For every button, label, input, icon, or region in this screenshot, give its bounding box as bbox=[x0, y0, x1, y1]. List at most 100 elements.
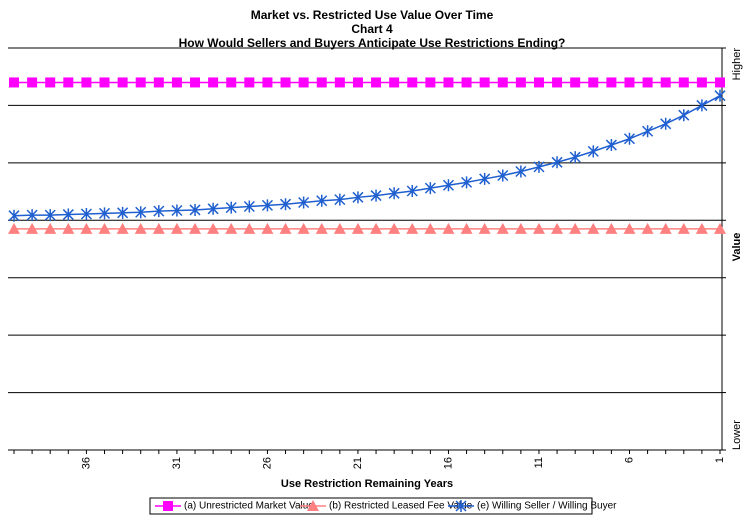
data-point bbox=[660, 117, 672, 130]
chart-title: Market vs. Restricted Use Value Over Tim… bbox=[251, 8, 494, 22]
legend-box bbox=[149, 497, 593, 515]
data-point bbox=[134, 222, 147, 234]
data-point bbox=[135, 206, 147, 219]
data-point bbox=[696, 99, 708, 112]
data-point bbox=[388, 222, 401, 234]
data-point bbox=[189, 222, 202, 234]
data-point bbox=[62, 222, 75, 234]
data-point bbox=[587, 145, 599, 158]
data-point bbox=[551, 156, 563, 169]
data-point bbox=[442, 222, 455, 234]
data-point bbox=[442, 179, 454, 192]
data-point bbox=[190, 77, 201, 88]
x-tick-label: 11 bbox=[533, 457, 545, 468]
x-tick-label: 1 bbox=[714, 457, 726, 463]
data-point bbox=[261, 222, 274, 234]
data-point bbox=[170, 222, 183, 234]
data-point bbox=[8, 209, 20, 222]
data-point bbox=[297, 222, 310, 234]
data-point bbox=[641, 222, 654, 234]
data-point bbox=[316, 77, 327, 88]
x-tick-label: 36 bbox=[80, 457, 92, 469]
data-point bbox=[117, 77, 128, 88]
data-point bbox=[569, 151, 581, 164]
data-point bbox=[261, 199, 273, 212]
data-point bbox=[316, 194, 328, 207]
chart-subtitle: Chart 4 bbox=[351, 22, 393, 36]
data-point bbox=[98, 222, 111, 234]
data-point bbox=[153, 205, 165, 218]
data-point bbox=[351, 222, 364, 234]
data-point bbox=[298, 77, 309, 88]
data-point bbox=[642, 125, 654, 138]
x-tick-label: 26 bbox=[261, 457, 273, 469]
data-point bbox=[243, 200, 255, 213]
y-tick-label: Higher bbox=[731, 48, 743, 81]
data-point bbox=[298, 196, 310, 209]
data-point bbox=[62, 208, 74, 221]
data-point bbox=[279, 222, 292, 234]
y-tick-label: Lower bbox=[731, 420, 743, 450]
data-point bbox=[587, 222, 600, 234]
data-point bbox=[479, 77, 490, 88]
data-point bbox=[497, 77, 508, 88]
data-point bbox=[532, 222, 545, 234]
data-point bbox=[117, 206, 129, 219]
legend-marker bbox=[307, 500, 319, 511]
data-point bbox=[207, 222, 220, 234]
data-point bbox=[605, 139, 617, 152]
data-point bbox=[605, 222, 618, 234]
x-tick-label: 31 bbox=[171, 457, 183, 469]
data-point bbox=[153, 77, 164, 88]
legend-marker bbox=[455, 500, 467, 512]
data-point bbox=[26, 222, 39, 234]
data-point bbox=[243, 222, 256, 234]
data-point bbox=[677, 222, 690, 234]
data-point bbox=[624, 77, 635, 88]
data-point bbox=[478, 222, 491, 234]
series-line bbox=[13, 95, 721, 217]
x-tick-label: 16 bbox=[442, 457, 454, 469]
data-point bbox=[406, 222, 419, 234]
data-point bbox=[696, 77, 707, 88]
data-point bbox=[497, 169, 509, 182]
data-point bbox=[26, 209, 38, 222]
chart-subtitle: How Would Sellers and Buyers Anticipate … bbox=[179, 36, 566, 50]
data-point bbox=[551, 222, 564, 234]
data-point bbox=[642, 77, 653, 88]
data-point bbox=[334, 77, 345, 88]
data-point bbox=[461, 176, 473, 189]
data-point bbox=[333, 222, 346, 234]
data-point bbox=[515, 165, 527, 178]
x-tick-label: 6 bbox=[623, 457, 635, 463]
legend-label: (e) Willing Seller / Willing Buyer bbox=[477, 501, 617, 512]
data-point bbox=[678, 109, 690, 122]
data-point bbox=[695, 222, 708, 234]
data-point bbox=[388, 187, 400, 200]
data-point bbox=[552, 77, 563, 88]
data-point bbox=[352, 77, 363, 88]
data-point bbox=[98, 207, 111, 220]
y-axis-title: Value bbox=[731, 233, 743, 262]
data-point bbox=[244, 77, 255, 88]
data-point bbox=[570, 77, 581, 88]
data-point bbox=[99, 77, 110, 88]
data-point bbox=[533, 160, 545, 173]
data-point bbox=[496, 222, 509, 234]
data-point bbox=[715, 77, 725, 88]
data-point bbox=[81, 77, 92, 88]
data-point bbox=[226, 77, 237, 88]
data-point bbox=[623, 222, 636, 234]
data-point bbox=[714, 89, 726, 102]
data-point bbox=[424, 182, 436, 195]
data-point bbox=[515, 77, 526, 88]
data-point bbox=[407, 77, 418, 88]
data-point bbox=[8, 222, 20, 234]
data-point bbox=[315, 222, 328, 234]
data-point bbox=[406, 184, 418, 197]
data-point bbox=[514, 222, 527, 234]
data-point bbox=[225, 201, 237, 214]
data-point bbox=[27, 77, 38, 88]
data-point bbox=[370, 222, 383, 234]
